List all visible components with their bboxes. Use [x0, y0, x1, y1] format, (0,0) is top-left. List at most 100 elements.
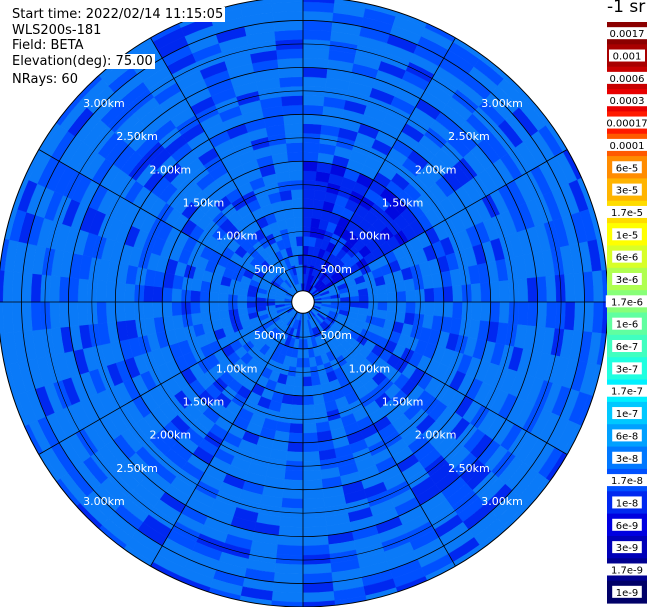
colorbar-label-box — [612, 407, 642, 420]
data-cell — [124, 301, 136, 321]
data-cell — [274, 563, 304, 575]
colorbar-label-box — [612, 496, 642, 509]
data-cell — [405, 290, 416, 303]
data-cell — [276, 48, 304, 60]
data-cell — [289, 423, 304, 434]
data-cell — [276, 544, 304, 556]
data-cell — [386, 291, 398, 303]
data-cell — [442, 301, 454, 318]
data-cell — [302, 469, 322, 481]
colorbar-tick-label: 1.7e-8 — [611, 476, 643, 487]
data-cell — [424, 301, 435, 316]
data-cell — [279, 516, 304, 528]
range-ring-label: 500m — [254, 263, 286, 276]
colorbar-label-box — [605, 295, 647, 308]
colorbar-tick-label: 1.7e-9 — [611, 565, 643, 576]
data-cell — [278, 525, 304, 537]
data-cell — [246, 301, 257, 309]
data-cell — [255, 301, 266, 308]
azimuth-spoke — [312, 307, 568, 455]
azimuth-spoke — [308, 37, 456, 293]
data-cell — [270, 0, 304, 4]
range-ring-label: 500m — [320, 329, 352, 342]
range-ring-label: 2.50km — [116, 462, 158, 475]
data-cell — [40, 274, 52, 303]
colorbar-tick-label: 1e-7 — [616, 409, 639, 420]
data-cell — [302, 67, 328, 79]
data-cell — [310, 375, 321, 387]
data-cell — [2, 301, 14, 334]
data-cell — [292, 207, 304, 219]
data-cell — [302, 488, 324, 500]
colorbar-tick-label: 6e-6 — [616, 253, 639, 264]
colorbar-label-box — [612, 541, 642, 554]
data-cell — [302, 553, 331, 565]
data-cell — [452, 301, 463, 319]
data-cell — [274, 29, 304, 41]
data-cell — [295, 357, 304, 368]
colorbar-label-box — [605, 474, 647, 487]
data-cell — [273, 20, 304, 32]
data-cell — [124, 283, 136, 303]
range-ring-label: 1.50km — [183, 396, 225, 409]
data-cell — [199, 290, 210, 303]
azimuth-spoke — [312, 149, 568, 297]
data-cell — [279, 76, 304, 88]
start-time-label: Start time: 2022/02/14 11:15:05 — [12, 7, 226, 22]
colorbar-tick-label: 1e-8 — [616, 498, 639, 509]
data-cell — [171, 288, 182, 303]
data-cell — [554, 274, 566, 303]
range-ring-label: 3.00km — [83, 495, 125, 508]
data-cell — [442, 286, 454, 303]
data-cell — [564, 273, 576, 303]
data-cell — [218, 309, 230, 320]
data-cell — [489, 281, 501, 303]
data-cell — [295, 236, 304, 247]
data-cell — [302, 357, 311, 368]
colorbar-label-box — [605, 384, 647, 397]
colorbar-label-box — [612, 317, 642, 330]
data-cell — [292, 385, 304, 397]
colorbar-label-box — [605, 27, 647, 40]
data-cell — [297, 254, 304, 265]
data-cell — [208, 291, 220, 303]
colorbar-tick-label: 6e-5 — [616, 163, 639, 174]
data-cell — [424, 288, 435, 303]
data-cell — [302, 76, 327, 88]
data-cell — [302, 516, 327, 528]
colorbar-tick-label: 1.7e-5 — [611, 208, 643, 219]
range-ring-label: 1.50km — [183, 196, 225, 209]
data-cell — [564, 301, 576, 331]
data-cell — [287, 441, 304, 453]
data-cell — [302, 48, 330, 60]
azimuth-spoke — [38, 307, 294, 455]
data-cell — [470, 283, 482, 303]
data-cell — [573, 272, 585, 303]
data-cell — [68, 301, 80, 327]
data-cell — [218, 292, 229, 303]
colorbar-label-box — [605, 94, 647, 107]
data-cell — [302, 441, 319, 453]
data-cell — [302, 151, 319, 163]
data-cell — [115, 301, 126, 322]
data-cell — [376, 284, 388, 295]
colorbar-tick-label: 0.0001 — [610, 141, 645, 152]
colorbar-tick-label: 0.001 — [613, 52, 642, 63]
colorbar-label-box — [612, 250, 642, 263]
colorbar-label-box — [612, 518, 642, 531]
data-cell — [302, 170, 317, 181]
data-cell — [517, 278, 529, 303]
colorbar-tick-label: 1e-9 — [616, 588, 639, 599]
data-cell — [271, 591, 304, 603]
data-cell — [2, 270, 14, 303]
data-cell — [302, 376, 313, 387]
data-cell — [302, 572, 333, 584]
range-ring-label: 2.00km — [149, 429, 191, 442]
data-cell — [282, 104, 304, 116]
data-cell — [554, 301, 566, 330]
data-cell — [0, 269, 5, 303]
colorbar-tick-label: 3e-8 — [616, 454, 639, 465]
data-cell — [396, 290, 407, 303]
colorbar-label-box — [612, 183, 642, 196]
